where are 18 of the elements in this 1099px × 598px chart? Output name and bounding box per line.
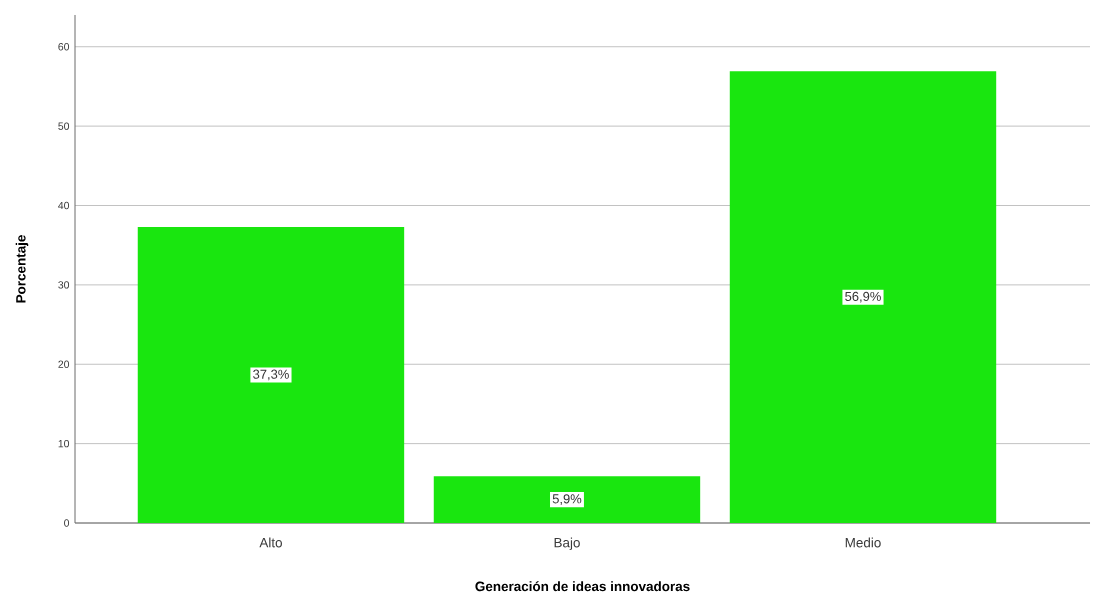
y-tick-label: 50 — [58, 122, 70, 130]
x-tick-label: Medio — [845, 537, 881, 548]
y-tick-label: 0 — [64, 519, 70, 527]
data-label: 56,9% — [845, 291, 881, 303]
data-label: 37,3% — [253, 369, 289, 381]
y-tick-label: 10 — [58, 439, 70, 448]
x-tick-label: Alto — [259, 537, 282, 548]
y-tick-label: 30 — [58, 281, 70, 289]
y-tick-label: 20 — [58, 360, 70, 368]
x-axis-title: Generación de ideas innovadoras — [475, 581, 690, 592]
y-tick-label: 40 — [58, 201, 70, 210]
bar — [433, 476, 701, 523]
bar — [729, 71, 997, 523]
bar — [137, 226, 405, 523]
x-tick-label: Bajo — [554, 537, 580, 551]
data-label: 5,9% — [552, 494, 582, 505]
y-tick-label: 60 — [58, 43, 70, 51]
y-axis-title: Porcentaje — [15, 235, 29, 303]
